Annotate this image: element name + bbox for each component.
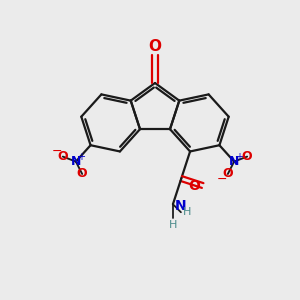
- Text: −: −: [217, 173, 227, 186]
- Text: +: +: [77, 152, 85, 162]
- Text: O: O: [242, 150, 253, 163]
- Text: O: O: [148, 39, 161, 54]
- Text: +: +: [235, 152, 243, 162]
- Text: O: O: [77, 167, 88, 181]
- Text: O: O: [223, 167, 233, 181]
- Text: O: O: [58, 150, 68, 163]
- Text: N: N: [71, 155, 81, 168]
- Text: O: O: [188, 178, 200, 193]
- Text: H: H: [183, 207, 191, 217]
- Text: −: −: [52, 145, 62, 158]
- Text: N: N: [175, 199, 187, 213]
- Text: H: H: [169, 220, 177, 230]
- Text: N: N: [229, 155, 239, 168]
